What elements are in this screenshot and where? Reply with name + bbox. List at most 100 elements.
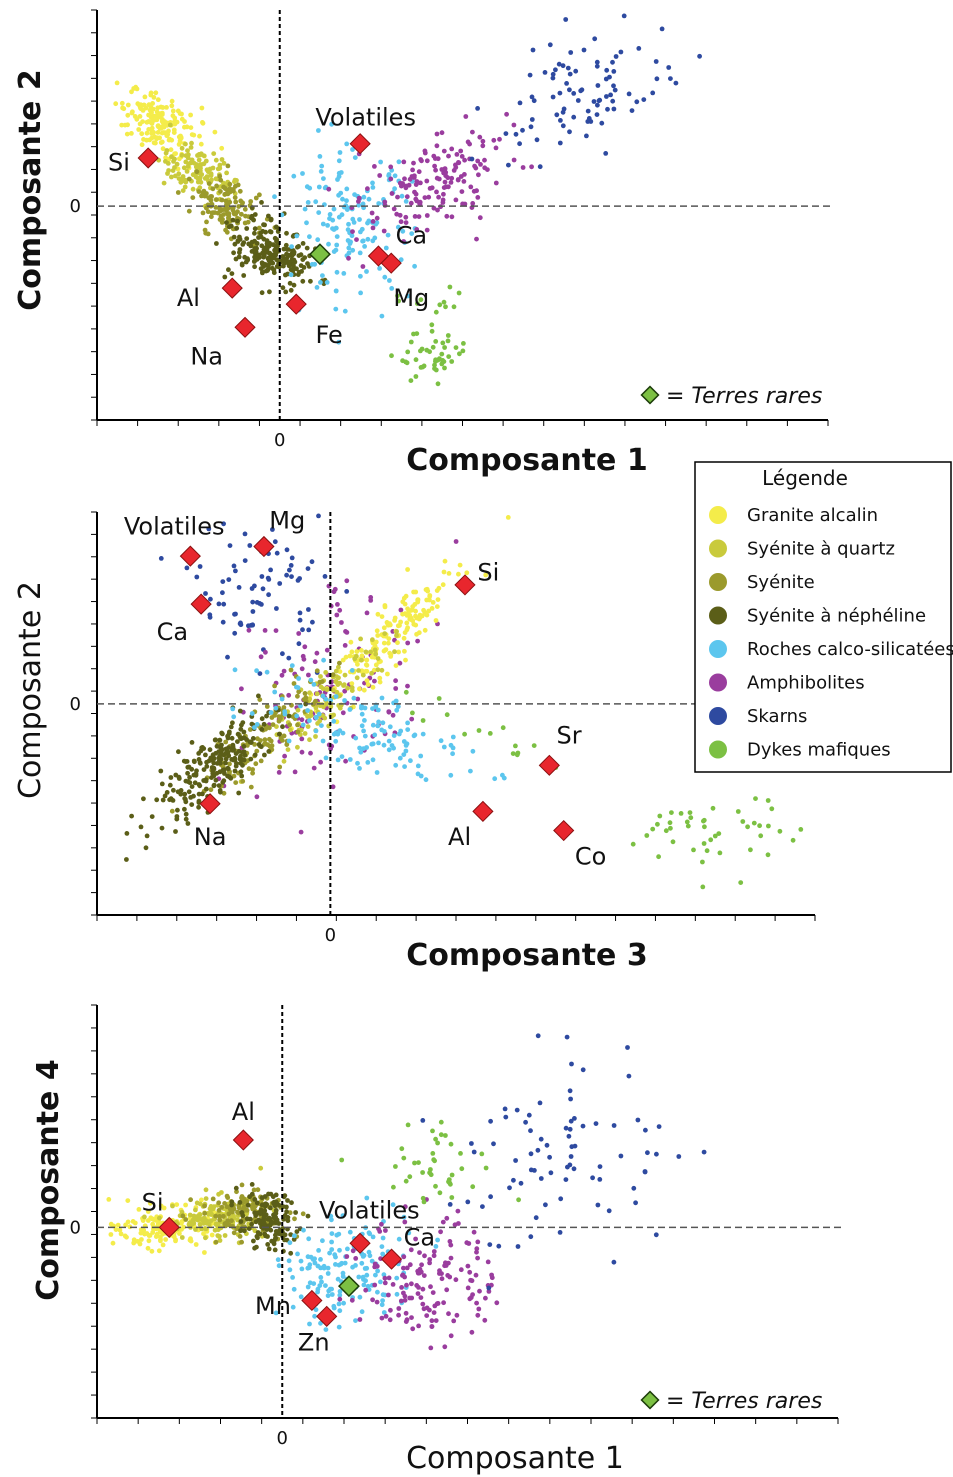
data-point-syenite_nepheline <box>266 1246 272 1252</box>
data-point-dykes <box>656 854 661 860</box>
data-point-syenite_nepheline <box>189 802 195 807</box>
data-point-roches_calco <box>448 772 454 778</box>
data-point-dykes <box>413 374 419 379</box>
data-point-granite_alcalin <box>159 112 165 117</box>
data-point-dykes <box>716 831 722 836</box>
data-point-granite_alcalin <box>160 146 166 152</box>
data-point-amphibolites <box>462 172 467 177</box>
data-point-skarns <box>594 63 600 69</box>
data-point-syenite_nepheline <box>219 730 225 736</box>
data-point-syenite <box>215 210 221 216</box>
data-point-syenite_nepheline <box>162 793 168 799</box>
data-point-amphibolites <box>390 712 396 718</box>
data-point-skarns <box>626 1073 632 1079</box>
data-point-roches_calco <box>369 741 375 747</box>
data-point-roches_calco <box>252 725 257 730</box>
data-point-granite_alcalin <box>175 108 181 114</box>
data-point-syenite_nepheline <box>291 257 297 263</box>
data-point-granite_alcalin <box>130 109 135 115</box>
element-label-volatiles: Volatiles <box>319 1197 420 1225</box>
data-point-roches_calco <box>288 272 294 278</box>
data-point-roches_calco <box>361 728 366 734</box>
data-point-granite_alcalin <box>182 119 187 124</box>
data-point-syenite_quartz <box>363 649 369 655</box>
data-point-amphibolites <box>427 1260 432 1266</box>
data-point-dykes <box>470 1184 476 1190</box>
data-point-roches_calco <box>364 269 369 274</box>
data-point-roches_calco <box>323 755 329 761</box>
data-point-roches_calco <box>325 223 330 228</box>
data-point-roches_calco <box>320 738 326 744</box>
data-point-syenite_nepheline <box>233 763 239 769</box>
data-point-skarns <box>208 596 213 602</box>
data-point-syenite_nepheline <box>252 226 258 232</box>
data-point-skarns <box>558 1196 564 1202</box>
data-point-dykes <box>777 828 783 834</box>
data-point-syenite <box>232 195 238 201</box>
data-point-skarns <box>610 59 615 65</box>
data-point-skarns <box>266 592 271 598</box>
data-point-roches_calco <box>307 1321 312 1327</box>
data-point-roches_calco <box>320 1238 325 1244</box>
data-point-syenite_nepheline <box>285 1218 291 1224</box>
data-point-dykes <box>442 365 447 371</box>
data-point-skarns <box>250 609 256 614</box>
data-point-roches_calco <box>389 286 395 291</box>
data-point-roches_calco <box>327 1250 332 1256</box>
data-point-syenite_nepheline <box>238 753 243 759</box>
data-point-amphibolites <box>447 1239 453 1244</box>
data-point-roches_calco <box>329 1239 334 1245</box>
data-point-roches_calco <box>333 247 339 253</box>
data-point-dykes <box>688 815 694 821</box>
data-point-amphibolites <box>342 688 348 694</box>
panel-3-axes <box>91 1004 844 1424</box>
data-point-syenite_quartz <box>179 1235 185 1240</box>
data-point-amphibolites <box>372 164 377 169</box>
data-point-syenite <box>208 198 214 203</box>
data-point-amphibolites <box>409 1281 414 1287</box>
data-point-granite_alcalin <box>158 140 164 146</box>
data-point-roches_calco <box>331 1303 337 1309</box>
data-point-syenite_nepheline <box>244 236 250 242</box>
data-point-syenite_nepheline <box>160 797 166 803</box>
data-point-syenite <box>236 1205 242 1211</box>
data-point-amphibolites <box>414 198 420 204</box>
element-marker-al <box>472 800 494 822</box>
data-point-syenite_nepheline <box>264 713 269 719</box>
data-point-dykes <box>669 810 674 815</box>
data-point-syenite_nepheline <box>265 1242 271 1247</box>
data-point-amphibolites <box>388 176 394 182</box>
data-point-amphibolites <box>494 1300 500 1306</box>
data-point-syenite_nepheline <box>265 1234 270 1239</box>
data-point-dykes <box>411 331 416 337</box>
data-point-syenite_quartz <box>232 177 238 183</box>
data-point-roches_calco <box>438 738 444 744</box>
data-point-skarns <box>697 53 702 59</box>
data-point-amphibolites <box>440 1219 446 1225</box>
data-point-syenite_nepheline <box>261 1214 267 1220</box>
data-point-roches_calco <box>346 250 352 256</box>
data-point-syenite <box>214 183 220 189</box>
data-point-skarns <box>636 46 642 51</box>
data-point-roches_calco <box>379 1302 385 1308</box>
data-point-syenite_nepheline <box>289 1200 294 1206</box>
data-point-amphibolites <box>429 1318 435 1324</box>
data-point-dykes <box>738 880 744 885</box>
data-point-roches_calco <box>411 733 417 739</box>
data-point-syenite_nepheline <box>241 240 247 246</box>
data-point-granite_alcalin <box>386 640 391 646</box>
data-point-syenite_quartz <box>333 668 339 674</box>
data-point-syenite <box>213 205 219 210</box>
data-point-syenite <box>217 1217 223 1223</box>
data-point-syenite_quartz <box>217 1238 223 1243</box>
data-point-amphibolites <box>370 219 376 224</box>
data-point-granite_alcalin <box>163 155 169 161</box>
data-point-skarns <box>595 102 600 108</box>
data-point-syenite_nepheline <box>229 735 235 741</box>
data-point-syenite <box>227 761 232 767</box>
data-point-syenite_quartz <box>369 670 374 676</box>
data-point-skarns <box>575 98 581 103</box>
data-point-syenite_nepheline <box>154 797 160 803</box>
element-marker-na <box>199 793 221 815</box>
data-point-amphibolites <box>409 716 415 722</box>
